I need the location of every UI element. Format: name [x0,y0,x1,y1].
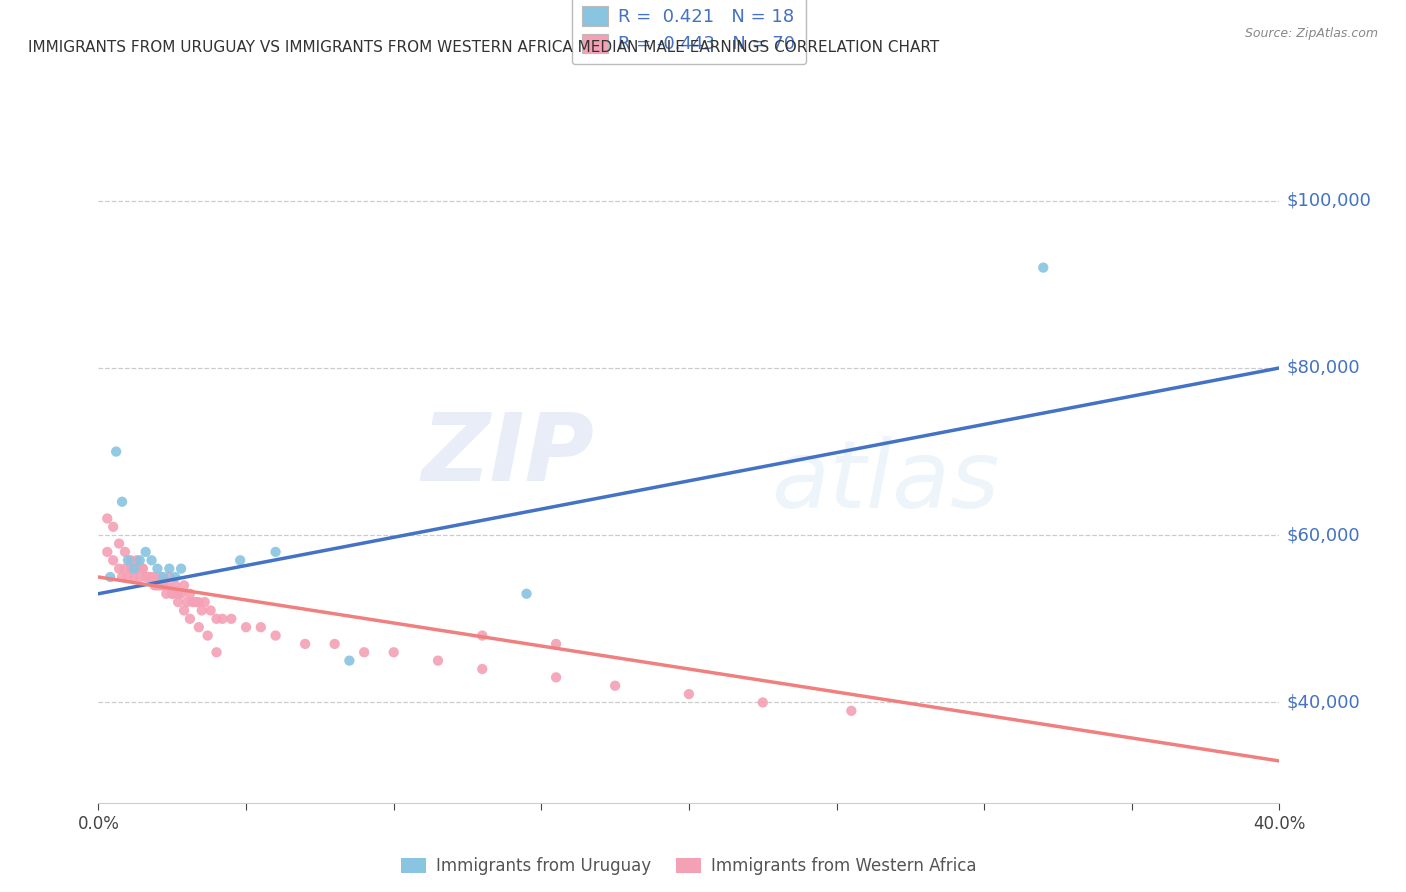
Point [125,562,148,576]
Point [471,662,494,676]
Point [264,629,287,643]
Point [471,629,494,643]
Point [128,570,150,584]
Point [111,570,134,584]
Point [751,696,773,710]
Point [165,578,187,592]
Point [382,645,405,659]
Point [323,637,346,651]
Point [98,570,121,584]
Point [219,612,242,626]
Point [337,654,360,668]
Point [132,562,155,576]
Point [294,637,316,651]
Point [128,553,150,567]
Point [105,444,128,458]
Point [179,587,201,601]
Point [96,511,118,525]
Point [122,570,145,584]
Point [120,553,142,567]
Point [173,578,195,592]
Point [264,545,287,559]
Point [187,595,209,609]
Point [152,578,174,592]
Point [353,645,375,659]
Point [108,536,131,550]
Point [211,612,233,626]
Point [114,545,136,559]
Point [122,562,145,576]
Point [167,587,190,601]
Text: $80,000: $80,000 [1286,359,1360,377]
Point [427,654,450,668]
Point [152,570,174,584]
Text: atlas: atlas [772,436,1000,527]
Point [149,578,172,592]
Point [170,587,193,601]
Text: Source: ZipAtlas.com: Source: ZipAtlas.com [1244,27,1378,40]
Point [167,595,190,609]
Point [200,603,222,617]
Point [678,687,700,701]
Point [176,595,198,609]
Point [157,570,180,584]
Text: $40,000: $40,000 [1286,693,1360,712]
Point [229,553,252,567]
Point [170,562,193,576]
Point [111,494,134,508]
Point [146,562,169,576]
Point [839,704,862,718]
Point [143,578,166,592]
Point [146,578,169,592]
Y-axis label: Median Male Earnings: Median Male Earnings [0,384,7,552]
Point [135,545,157,559]
Point [205,645,228,659]
Point [108,562,131,576]
Point [117,570,139,584]
Point [138,570,160,584]
Point [117,553,139,567]
Point [141,553,163,567]
Point [250,620,273,634]
Point [141,570,163,584]
Text: $100,000: $100,000 [1286,192,1371,210]
Point [96,545,118,559]
Point [187,620,209,634]
Point [544,637,567,651]
Point [179,612,201,626]
Text: IMMIGRANTS FROM URUGUAY VS IMMIGRANTS FROM WESTERN AFRICA MEDIAN MALE EARNINGS C: IMMIGRANTS FROM URUGUAY VS IMMIGRANTS FR… [28,40,939,55]
Point [155,578,177,592]
Point [515,587,537,601]
Point [194,595,217,609]
Point [143,570,166,584]
Point [544,670,567,684]
Point [173,603,195,617]
Point [114,562,136,576]
Legend: Immigrants from Uruguay, Immigrants from Western Africa: Immigrants from Uruguay, Immigrants from… [395,850,983,881]
Point [184,595,207,609]
Point [162,587,183,601]
Point [162,587,183,601]
Text: ZIP: ZIP [422,409,595,501]
Point [125,553,148,567]
Point [103,520,125,534]
Point [138,570,160,584]
Point [165,570,187,584]
Point [1032,260,1054,275]
Point [191,603,214,617]
Point [157,562,180,576]
Point [181,595,204,609]
Point [103,553,125,567]
Point [149,570,172,584]
Point [197,629,219,643]
Text: $60,000: $60,000 [1286,526,1360,544]
Point [605,679,627,693]
Point [205,612,228,626]
Point [120,562,142,576]
Point [132,562,155,576]
Point [235,620,257,634]
Point [155,587,177,601]
Point [135,570,157,584]
